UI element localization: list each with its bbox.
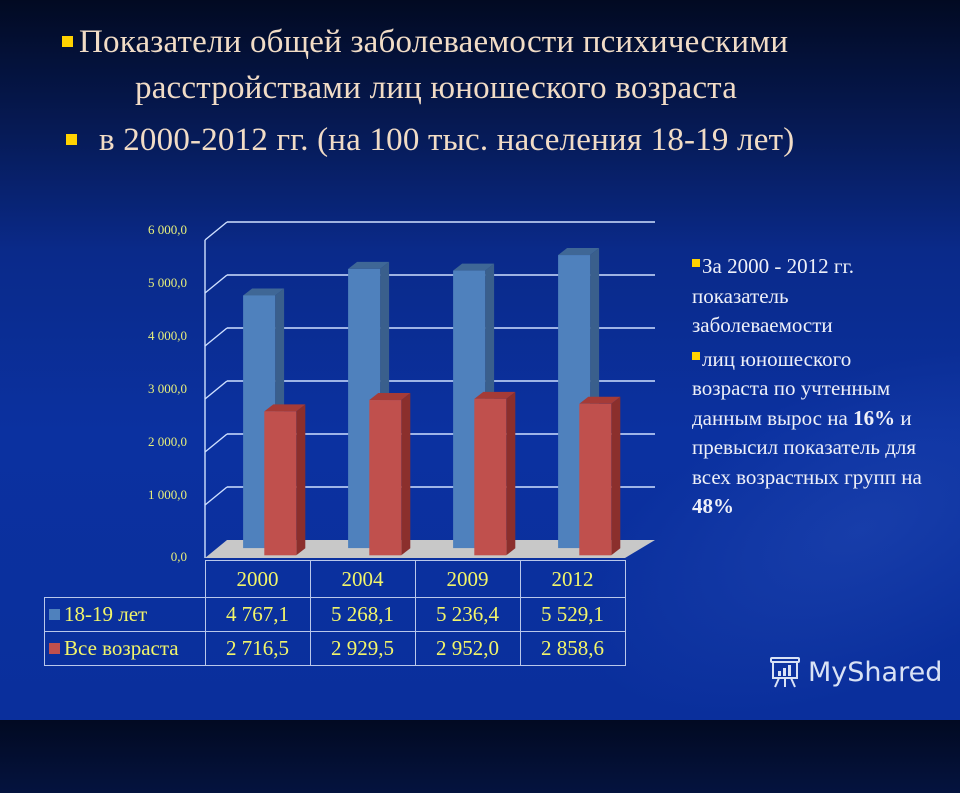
table-header-cell: 2009 <box>414 560 521 598</box>
gridline-depth <box>204 221 228 241</box>
table-cell: 2 952,0 <box>414 631 521 666</box>
bar-2004-2 <box>369 400 402 556</box>
gridline-depth <box>204 274 228 294</box>
side-note: За 2000 - 2012 гг. показатель заболеваем… <box>692 252 922 526</box>
legend-series-1: 18-19 лет <box>44 597 206 632</box>
bar-2009-2 <box>474 398 507 556</box>
bar-top <box>558 248 600 256</box>
table-cell: 2 716,5 <box>204 631 311 666</box>
table-row: Все возраста 2 716,5 2 929,5 2 952,0 2 8… <box>44 631 626 666</box>
gridline-depth <box>204 486 228 506</box>
y-tick-label: 5 000,0 <box>148 275 187 290</box>
side-note-paragraph-1: За 2000 - 2012 гг. показатель заболеваем… <box>692 254 854 337</box>
bar-2000-2 <box>264 411 297 556</box>
table-cell: 2 929,5 <box>309 631 416 666</box>
data-table: 2000 2004 2009 2012 18-19 лет 4 767,1 5 … <box>44 560 626 666</box>
bar-top <box>369 393 411 401</box>
table-header-cell: 2012 <box>519 560 626 598</box>
bullet-square-icon <box>66 133 77 145</box>
y-tick-label: 1 000,0 <box>148 487 187 502</box>
bar-2012-2 <box>579 403 612 556</box>
title-line-2: расстройствами лиц юношеского возраста <box>135 70 738 106</box>
gridline-depth <box>204 380 228 400</box>
table-cell: 2 858,6 <box>519 631 626 666</box>
bar-chart-3d <box>204 221 655 558</box>
chart-floor <box>205 540 655 558</box>
legend-swatch-icon <box>49 642 60 654</box>
table-header-cell: 2000 <box>204 560 311 598</box>
bar-top <box>264 404 306 412</box>
bar-side <box>401 393 411 556</box>
y-tick-label: 3 000,0 <box>148 381 187 396</box>
bullet-square-icon <box>62 35 73 47</box>
legend-series-2: Все возраста <box>44 631 206 666</box>
y-tick-label: 4 000,0 <box>148 328 187 343</box>
presentation-board-icon <box>770 657 800 688</box>
bar-side <box>506 391 516 556</box>
gridline-depth <box>204 433 228 453</box>
bullet-square-icon <box>692 351 700 360</box>
y-tick-label: 6 000,0 <box>148 222 187 237</box>
y-tick-label: 2 000,0 <box>148 434 187 449</box>
bar-top <box>474 391 516 399</box>
table-cell: 5 529,1 <box>519 597 626 632</box>
bar-top <box>453 263 495 271</box>
bar-side <box>296 404 306 556</box>
bar-top <box>243 288 285 296</box>
bar-side <box>611 396 621 556</box>
table-cell: 4 767,1 <box>204 597 311 632</box>
table-cell: 5 268,1 <box>309 597 416 632</box>
watermark: MyShared <box>768 655 942 689</box>
bullet-square-icon <box>692 259 700 268</box>
growth-percent: 16% <box>853 405 896 430</box>
table-row: 18-19 лет 4 767,1 5 268,1 5 236,4 5 529,… <box>44 597 626 632</box>
bar-top <box>348 261 390 269</box>
side-note-paragraph-2: лиц юношеского возраста по учтенным данн… <box>692 346 922 518</box>
title-line-3: в 2000-2012 гг. (на 100 тыс. населения 1… <box>66 122 794 159</box>
title-line-1: Показатели общей заболеваемости психичес… <box>62 24 788 61</box>
excess-percent: 48% <box>692 494 734 518</box>
y-tick-label: 0,0 <box>170 549 187 564</box>
bar-top <box>579 396 621 404</box>
gridline-depth <box>204 327 228 347</box>
table-cell: 5 236,4 <box>414 597 521 632</box>
legend-swatch-icon <box>49 608 60 620</box>
table-header-cell: 2004 <box>309 560 416 598</box>
table-header-row: 2000 2004 2009 2012 <box>45 560 626 598</box>
